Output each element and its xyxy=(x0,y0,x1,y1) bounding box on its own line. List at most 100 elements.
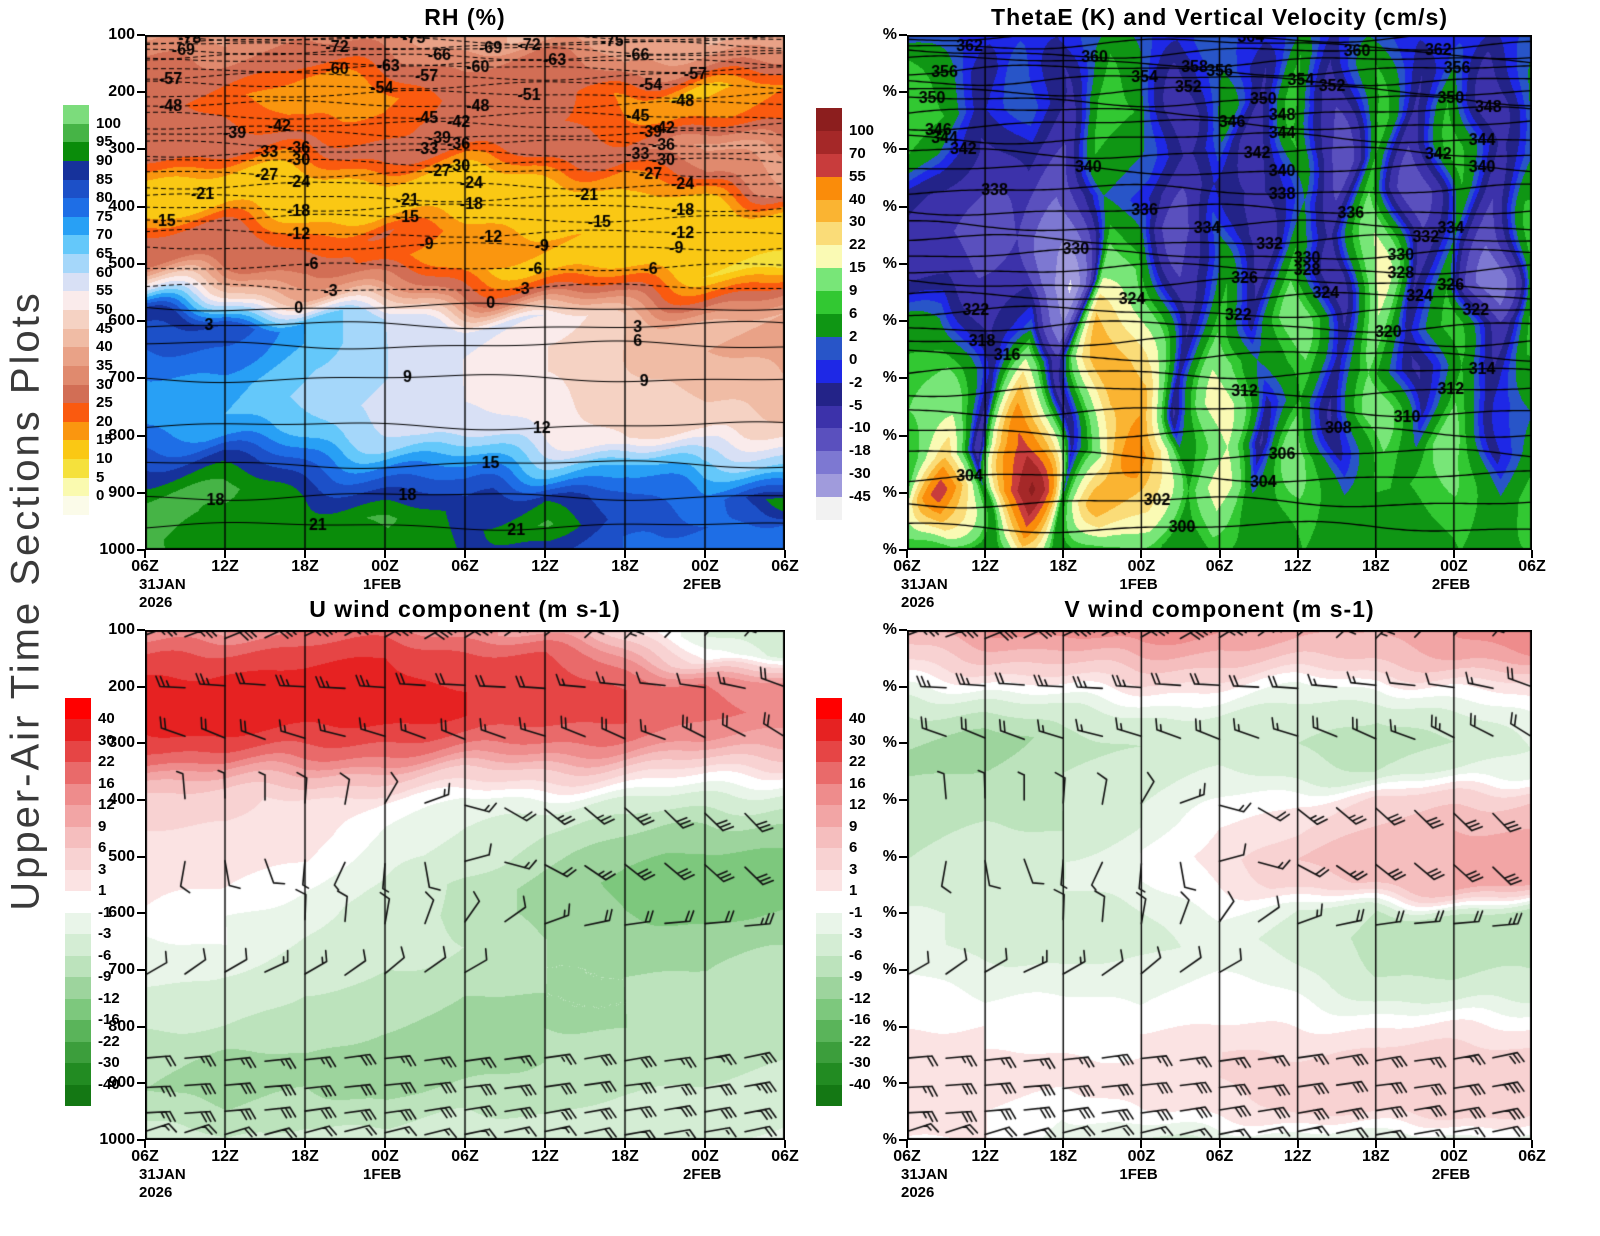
y-tick-label: 600 xyxy=(108,312,135,330)
y-tick-label: 900 xyxy=(108,483,135,501)
colorbar-segment xyxy=(816,451,842,475)
y-tick-mark xyxy=(899,205,907,208)
colorbar-segment xyxy=(63,421,89,441)
y-tick-mark xyxy=(899,912,907,915)
y-tick-mark xyxy=(137,262,145,265)
x-tick-mark xyxy=(624,550,626,558)
x-tick-mark xyxy=(144,550,146,558)
colorbar-segment xyxy=(816,826,842,849)
x-tick-label: 18Z xyxy=(611,1148,639,1165)
x-tick-mark xyxy=(704,550,706,558)
colorbar-segment xyxy=(63,310,89,330)
x-tick-mark xyxy=(1140,1140,1143,1148)
y-tick-mark xyxy=(137,320,145,323)
colorbar-label: 1 xyxy=(849,882,858,900)
y-tick-mark xyxy=(899,685,907,688)
colorbar-segment xyxy=(63,347,89,367)
x-tick-label: 06Z xyxy=(131,1148,159,1165)
y-tick-mark xyxy=(899,855,907,858)
colorbar-label: 20 xyxy=(96,412,113,430)
y-tick-label: % xyxy=(882,1017,897,1035)
colorbar-segment xyxy=(65,698,91,720)
y-tick-label: % xyxy=(882,83,897,101)
y-tick-mark xyxy=(899,1082,907,1085)
y-tick-mark xyxy=(137,742,145,745)
x-date-label: 2026 xyxy=(901,1184,935,1201)
y-tick-mark xyxy=(137,549,145,551)
colorbar-label: 12 xyxy=(849,796,866,814)
x-date-label: 31JAN xyxy=(139,1166,186,1183)
colorbar-segment xyxy=(65,934,91,957)
colorbar-label: 30 xyxy=(849,213,866,231)
colorbar-segment xyxy=(63,440,89,460)
x-tick-label: 12Z xyxy=(211,1148,239,1165)
x-tick-mark xyxy=(224,1140,226,1148)
colorbar-label: 90 xyxy=(96,151,113,169)
y-tick-mark xyxy=(137,629,145,631)
colorbar-label: -1 xyxy=(98,903,112,921)
y-tick-label: % xyxy=(882,1074,897,1092)
colorbar-label: -10 xyxy=(849,419,871,437)
colorbar-label: 70 xyxy=(849,144,866,162)
colorbar-segment xyxy=(63,477,89,497)
x-date-label: 1FEB xyxy=(1119,1166,1158,1183)
colorbar-label: 55 xyxy=(849,167,866,185)
y-tick-label: % xyxy=(882,541,897,558)
y-tick-mark xyxy=(137,205,145,208)
y-tick-mark xyxy=(899,320,907,323)
colorbar-segment xyxy=(816,891,842,914)
colorbar-segment xyxy=(816,805,842,828)
colorbar-segment xyxy=(65,848,91,871)
y-tick-label: 200 xyxy=(108,83,135,101)
colorbar-label: 16 xyxy=(98,774,115,792)
y-tick-mark xyxy=(137,34,145,36)
colorbar-segment xyxy=(63,142,89,162)
x-tick-label: 00Z xyxy=(691,558,719,575)
colorbar-label: -40 xyxy=(98,1075,120,1093)
x-tick-mark xyxy=(144,1140,146,1148)
x-tick-mark xyxy=(1452,550,1455,558)
y-tick-label: % xyxy=(882,677,897,695)
x-tick-mark xyxy=(1218,1140,1221,1148)
colorbar-label: -18 xyxy=(849,442,871,460)
colorbar-label: 30 xyxy=(98,731,115,749)
colorbar-segment xyxy=(65,1020,91,1043)
colorbar-label: 9 xyxy=(98,817,107,835)
x-tick-label: 12Z xyxy=(531,558,559,575)
colorbar-segment xyxy=(65,1084,91,1107)
y-tick-label: % xyxy=(882,26,897,43)
colorbar-segment xyxy=(65,977,91,1000)
colorbar-segment xyxy=(63,328,89,348)
x-date-label: 2026 xyxy=(139,594,173,611)
y-tick-mark xyxy=(137,148,145,151)
colorbar-label: 3 xyxy=(849,860,858,878)
colorbar-segment xyxy=(63,291,89,311)
colorbar-label: -16 xyxy=(98,1011,120,1029)
colorbar-label: 35 xyxy=(96,356,113,374)
colorbar-segment xyxy=(816,912,842,935)
x-tick-label: 06Z xyxy=(771,1148,799,1165)
colorbar-segment xyxy=(63,365,89,386)
colorbar-segment xyxy=(816,977,842,1000)
colorbar-label: 60 xyxy=(96,263,113,281)
rh-panel-title: RH (%) xyxy=(424,4,506,30)
y-tick-label: 1000 xyxy=(99,541,135,558)
y-tick-mark xyxy=(137,969,145,971)
x-tick-label: 00Z xyxy=(371,1148,399,1165)
colorbar-label: -2 xyxy=(849,373,863,391)
colorbar-segment xyxy=(816,245,842,269)
colorbar-label: 40 xyxy=(96,338,113,356)
x-tick-mark xyxy=(624,1140,626,1148)
y-tick-mark xyxy=(899,549,907,551)
y-tick-label: 1000 xyxy=(99,1131,135,1148)
y-tick-label: % xyxy=(882,791,897,808)
y-tick-mark xyxy=(899,969,907,971)
y-tick-label: % xyxy=(882,312,897,330)
colorbar-segment xyxy=(63,160,89,181)
colorbar-segment xyxy=(816,382,842,407)
colorbar-segment xyxy=(65,891,91,914)
y-tick-mark xyxy=(137,91,145,94)
y-tick-label: % xyxy=(882,621,897,638)
colorbar-label: -22 xyxy=(98,1032,120,1050)
x-tick-label: 00Z xyxy=(1127,1148,1156,1165)
